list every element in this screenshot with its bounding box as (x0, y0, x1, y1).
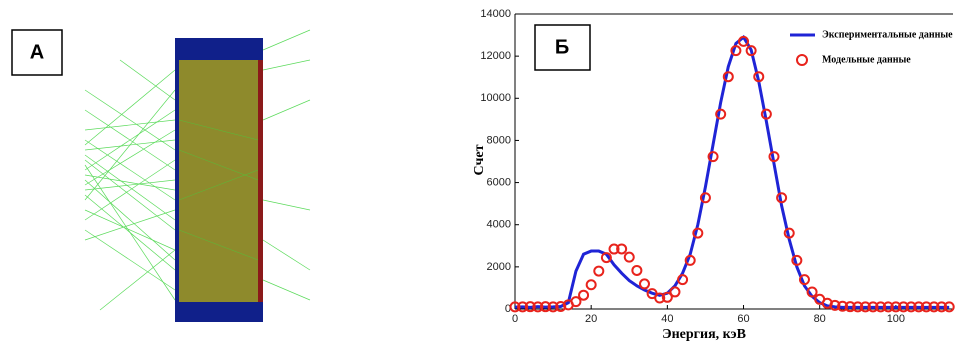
back-layer (258, 60, 263, 302)
legend-label: Экспериментальные данные (822, 29, 953, 40)
label-box (11, 29, 63, 76)
series-marker (608, 243, 620, 255)
series-marker (585, 279, 597, 291)
panel-a: А (11, 29, 311, 322)
y-axis-label: Счет (472, 144, 487, 175)
series-marker (707, 151, 719, 163)
series-marker (555, 300, 567, 312)
y-tick-label: 14000 (480, 8, 511, 20)
series-marker (882, 301, 894, 313)
series-marker (768, 151, 780, 163)
x-axis-label: Энергия, кэВ (662, 327, 746, 342)
x-tick-label: 0 (512, 313, 518, 325)
series-marker (669, 286, 681, 298)
series-marker (509, 301, 521, 313)
series-marker (798, 274, 810, 286)
label-box (534, 24, 591, 71)
series-marker (852, 301, 864, 313)
series-marker (867, 301, 879, 313)
series-marker (524, 301, 536, 313)
y-tick-label: 6000 (487, 176, 511, 188)
ray-lines-inner (178, 119, 259, 261)
series-marker (638, 278, 650, 290)
series-marker (715, 108, 727, 120)
series-marker (791, 254, 803, 266)
series-marker (578, 289, 590, 301)
series-marker (745, 45, 757, 57)
x-tick-label: 100 (887, 313, 905, 325)
y-tick-label: 4000 (487, 219, 511, 231)
series-marker (600, 252, 612, 264)
crystal (179, 60, 260, 302)
series-marker (905, 301, 917, 313)
series-marker (936, 301, 948, 313)
series-marker (875, 301, 887, 313)
series-marker (859, 301, 871, 313)
series-marker (943, 301, 955, 313)
panel-label: А (30, 41, 44, 63)
series-marker (547, 301, 559, 313)
panel-label: Б (555, 36, 569, 58)
series-marker (684, 254, 696, 266)
series-marker (593, 265, 605, 277)
x-tick-label: 80 (814, 313, 826, 325)
y-tick-label: 2000 (487, 261, 511, 273)
series-marker (897, 301, 909, 313)
series-marker (654, 292, 666, 304)
series-marker (783, 227, 795, 239)
chart: 0 2000 4000 6000 8000 10000 12000 14000 0 20 40 60 8… (472, 8, 955, 342)
y-tick-label: 12000 (480, 50, 511, 62)
series-marker (616, 243, 628, 255)
series-marker (890, 301, 902, 313)
series-marker (837, 300, 849, 312)
series-marker (776, 192, 788, 204)
series-marker (722, 71, 734, 83)
ray-lines (84, 29, 311, 311)
series-marker (661, 291, 673, 303)
series-marker (631, 264, 643, 276)
legend-label: Модельные данные (822, 54, 911, 65)
legend-swatch (796, 54, 808, 66)
series-marker (844, 301, 856, 313)
series-marker (829, 299, 841, 311)
series-marker (753, 71, 765, 83)
series-marker (738, 35, 750, 47)
series-marker (539, 301, 551, 313)
series-marker (760, 108, 772, 120)
series-marker (928, 301, 940, 313)
series-marker (920, 301, 932, 313)
series-marker (692, 227, 704, 239)
x-tick-label: 40 (661, 313, 673, 325)
y-tick-label: 10000 (480, 92, 511, 104)
series-marker (806, 286, 818, 298)
series-marker (730, 45, 742, 57)
y-tick-label: 0 (505, 303, 511, 315)
series-marker (570, 296, 582, 308)
x-tick-label: 20 (585, 313, 597, 325)
x-tick-label: 60 (737, 313, 749, 325)
series-marker (517, 301, 529, 313)
y-tick-label: 8000 (487, 134, 511, 146)
series-marker (677, 274, 689, 286)
series-marker (913, 301, 925, 313)
series-marker (532, 301, 544, 313)
series-marker (699, 192, 711, 204)
series-marker (623, 251, 635, 263)
